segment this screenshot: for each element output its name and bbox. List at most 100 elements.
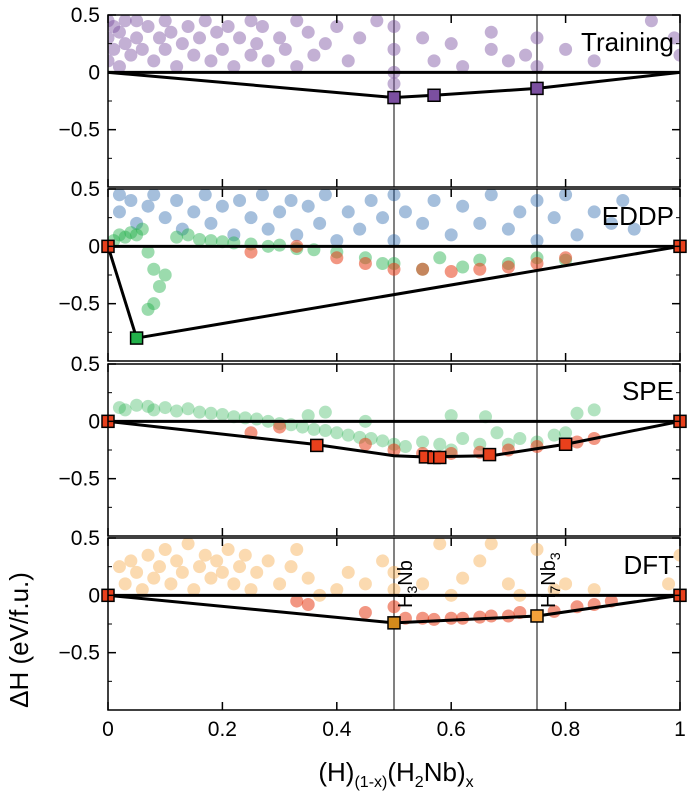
scatter-point-green [204, 234, 218, 248]
scatter-point-blue [204, 216, 218, 230]
scatter-point-training [255, 19, 269, 33]
scatter-point-green [118, 403, 132, 417]
scatter-point-green [473, 253, 487, 267]
scatter-point-blue [341, 205, 355, 219]
scatter-point-blue [318, 189, 332, 202]
scatter-point-orange [530, 542, 544, 556]
scatter-point-blue [290, 228, 304, 242]
x-axis-title: (H)(1-x)(H2Nb)x [318, 757, 473, 791]
scatter-point-blue [473, 216, 487, 230]
scatter-point-blue [273, 205, 287, 219]
scatter-point-green [152, 279, 166, 293]
scatter-point-blue [313, 216, 327, 230]
x-tick-label: 1 [674, 718, 686, 741]
scatter-point-red [473, 262, 487, 276]
panel-training: 0.5 0 −0.5 Training [59, 4, 681, 188]
scatter-point-green [416, 435, 430, 449]
scatter-point-orange [376, 554, 390, 568]
y-tick-label: 0 [88, 410, 100, 433]
phase-label: H7Nb3 [538, 552, 563, 608]
scatter-point-green [295, 420, 309, 434]
scatter-point-green [158, 401, 172, 415]
scatter-point-training [307, 48, 321, 62]
scatter-point-training [559, 42, 573, 56]
y-tick-label: 0 [88, 61, 100, 84]
scatter-point-orange [250, 565, 264, 579]
scatter-point-green [141, 302, 155, 316]
scatter-point-blue [244, 211, 258, 225]
y-tick-label: −0.5 [59, 468, 100, 491]
scatter-point-training [278, 42, 292, 56]
y-tick-label: −0.5 [59, 642, 100, 665]
scatter-point-blue [170, 193, 184, 207]
y-tick-label: 0 [88, 235, 100, 258]
scatter-point-training [164, 25, 178, 39]
scatter-point-orange [152, 560, 166, 574]
scatter-point-training [221, 19, 235, 33]
scatter-point-red [387, 262, 401, 276]
scatter-point-orange [559, 577, 573, 591]
scatter-point-green [130, 228, 144, 242]
scatter-point-green [547, 428, 561, 442]
scatter-point-blue [301, 199, 315, 213]
scatter-point-training [519, 48, 533, 62]
scatter-point-blue [175, 222, 189, 236]
scatter-point-training [227, 60, 241, 74]
x-tick-label: 0 [102, 718, 114, 741]
scatter-point-red [427, 612, 441, 626]
scatter-point-green [118, 230, 132, 244]
scatter-point-orange [164, 577, 178, 591]
scatter-point-green [124, 226, 138, 240]
phase-label: H3Nb [395, 560, 420, 608]
scatter-point-blue [158, 211, 172, 225]
scatter-point-red [358, 257, 372, 271]
scatter-point-green [559, 426, 573, 440]
scatter-point-blue [513, 205, 527, 219]
scatter-point-training [416, 31, 430, 45]
scatter-point-training [290, 15, 304, 28]
phase-label-part: Nb [395, 560, 417, 586]
scatter-point-orange [227, 577, 241, 591]
scatter-point-blue [233, 193, 247, 207]
scatter-point-training [147, 54, 161, 68]
scatter-point-green [301, 409, 315, 423]
scatter-point-training [644, 15, 658, 28]
x-axis-title-sub: (1-x) [354, 774, 387, 791]
scatter-point-training [181, 19, 195, 33]
scatter-point-red [330, 251, 344, 265]
panels-layer: 0.50−0.5Training0.50−0.5EDDP0.50−0.5SPE0… [59, 4, 687, 741]
scatter-point-orange [473, 554, 487, 568]
scatter-point-orange [175, 565, 189, 579]
scatter-point-blue [130, 216, 144, 230]
scatter-point-training [530, 60, 544, 74]
scatter-point-blue [112, 205, 126, 219]
scatter-point-green [376, 434, 390, 448]
scatter-point-training [108, 31, 115, 45]
scatter-point-green [398, 440, 412, 454]
scatter-point-training [141, 19, 155, 33]
scatter-point-blue [187, 205, 201, 219]
phase-label-part: H [538, 594, 560, 608]
scatter-point-green [181, 228, 195, 242]
scatter-point-green [147, 297, 161, 311]
scatter-point-blue [387, 189, 401, 202]
scatter-point-training [587, 54, 601, 68]
panel-label-eddp: EDDP [602, 201, 674, 231]
scatter-point-training [456, 60, 470, 74]
scatter-point-green [250, 412, 264, 426]
scatter-point-orange [662, 577, 676, 591]
scatter-point-orange [181, 538, 195, 551]
scatter-point-green [193, 405, 207, 419]
hull-marker [310, 438, 324, 453]
scatter-point-blue [255, 189, 269, 202]
x-tick-label: 0.4 [322, 718, 352, 741]
scatter-point-green [147, 262, 161, 276]
scatter-point-green [170, 404, 184, 418]
scatter-point-green [170, 230, 184, 244]
scatter-point-orange [416, 577, 430, 591]
scatter-point-orange [187, 583, 201, 597]
panel-plot-area [108, 538, 680, 626]
scatter-point-blue [547, 211, 561, 225]
